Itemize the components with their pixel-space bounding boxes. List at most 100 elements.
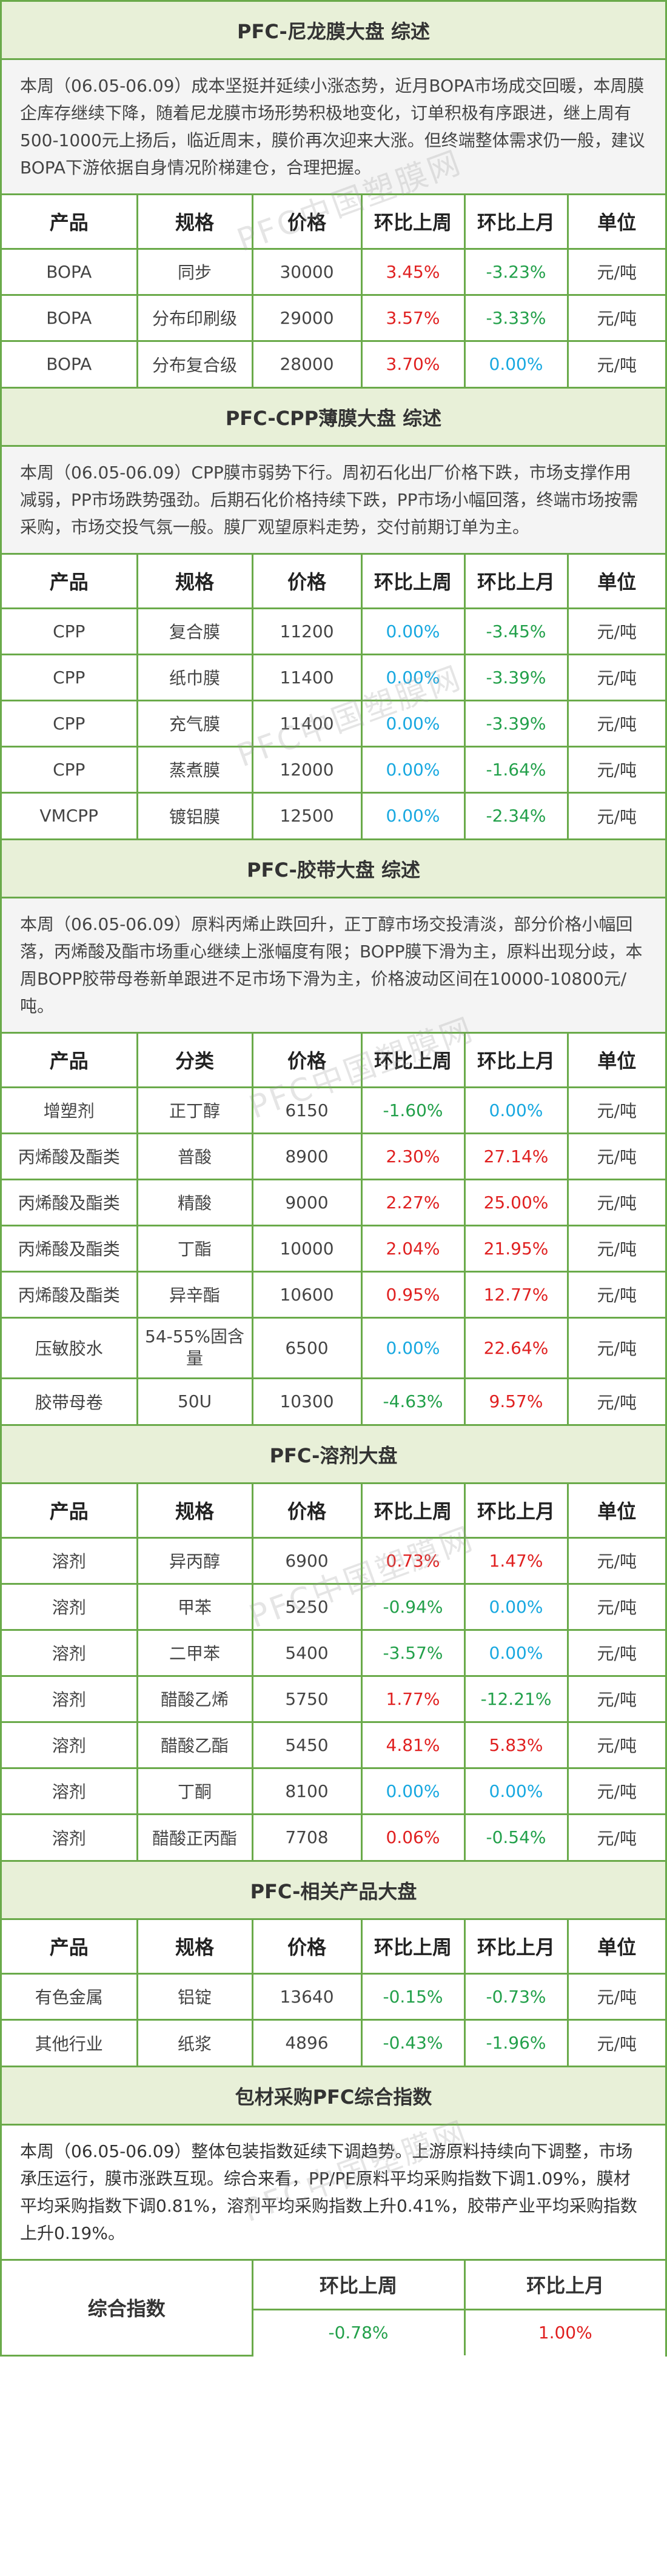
cell-mom: 22.64% xyxy=(463,1316,569,1379)
table-row: 增塑剂 正丁醇 6150 -1.60% 0.00% 元/吨 xyxy=(2,1086,665,1134)
cell-mom: -3.39% xyxy=(463,653,569,701)
cell-mom: -3.33% xyxy=(463,293,569,342)
cell-mom: 0.00% xyxy=(463,1767,569,1815)
cell-spec: 甲苯 xyxy=(136,1582,253,1631)
cell-unit: 元/吨 xyxy=(566,293,665,342)
cell-unit: 元/吨 xyxy=(566,1628,665,1677)
cell-wow: -3.57% xyxy=(360,1628,466,1677)
cell-spec: 醋酸正丙酯 xyxy=(136,1813,253,1860)
table-row: 有色金属 铝锭 13640 -0.15% -0.73% 元/吨 xyxy=(2,1972,665,2021)
cpp-header-col-product: 产品 xyxy=(2,555,138,609)
solvent-header-col-unit: 单位 xyxy=(566,1484,665,1539)
solvent-section: PFC-溶剂大盘 产品 规格 价格 环比上周 环比上月 单位 溶剂 异丙醇 6900 0.73% 1… xyxy=(0,1424,667,1860)
index-mom-value: 1.00% xyxy=(463,2308,665,2355)
cell-spec: 异辛酯 xyxy=(136,1270,253,1319)
cell-spec: 同步 xyxy=(136,247,253,296)
cell-wow: 0.00% xyxy=(360,1767,466,1815)
cell-price: 10000 xyxy=(251,1224,363,1273)
cell-unit: 元/吨 xyxy=(566,340,665,387)
cpp-price-table: 产品 规格 价格 环比上周 环比上月 单位 CPP 复合膜 11200 0.00% -3.45% 元/… xyxy=(2,555,665,838)
table-row: CPP 充气膜 11400 0.00% -3.39% 元/吨 xyxy=(2,699,665,748)
cell-unit: 元/吨 xyxy=(566,2018,665,2066)
nylon-section: PFC-尼龙膜大盘 综述 本周（06.05-06.09）成本坚挺并延续小涨态势，… xyxy=(0,0,667,387)
cell-wow: -4.63% xyxy=(360,1377,466,1424)
cell-price: 6500 xyxy=(251,1316,363,1379)
cell-wow: 4.81% xyxy=(360,1721,466,1769)
cell-wow: 3.57% xyxy=(360,293,466,342)
cell-price: 7708 xyxy=(251,1813,363,1860)
nylon-price-table: 产品 规格 价格 环比上周 环比上月 单位 BOPA 同步 30000 3.45% -3.23% 元/… xyxy=(2,195,665,387)
cell-product: 溶剂 xyxy=(2,1674,138,1723)
nylon-section-title: PFC-尼龙膜大盘 综述 xyxy=(2,2,665,60)
table-row: CPP 纸巾膜 11400 0.00% -3.39% 元/吨 xyxy=(2,653,665,701)
cell-product: 胶带母卷 xyxy=(2,1377,138,1424)
table-row: CPP 复合膜 11200 0.00% -3.45% 元/吨 xyxy=(2,607,665,655)
cpp-header-col-price: 价格 xyxy=(251,555,363,609)
cpp-header-col-wow: 环比上周 xyxy=(360,555,466,609)
cell-mom: -3.45% xyxy=(463,607,569,655)
cell-spec: 50U xyxy=(136,1377,253,1424)
cell-price: 29000 xyxy=(251,293,363,342)
table-row: 丙烯酸及酯类 精酸 9000 2.27% 25.00% 元/吨 xyxy=(2,1178,665,1226)
cell-product: BOPA xyxy=(2,340,138,387)
cell-price: 11400 xyxy=(251,653,363,701)
related-header-row: 产品 规格 价格 环比上周 环比上月 单位 xyxy=(2,1920,665,1975)
cell-spec: 分布印刷级 xyxy=(136,293,253,342)
cell-price: 30000 xyxy=(251,247,363,296)
nylon-header-col-wow: 环比上周 xyxy=(360,195,466,250)
related-header-col-product: 产品 xyxy=(2,1920,138,1975)
cell-wow: 0.95% xyxy=(360,1270,466,1319)
cell-wow: -0.43% xyxy=(360,2018,466,2066)
nylon-header-col-price: 价格 xyxy=(251,195,363,250)
related-header-col-spec: 规格 xyxy=(136,1920,253,1975)
cell-spec: 蒸煮膜 xyxy=(136,745,253,794)
tape-header-col-mom: 环比上月 xyxy=(463,1034,569,1088)
cell-mom: -0.54% xyxy=(463,1813,569,1860)
cell-unit: 元/吨 xyxy=(566,1767,665,1815)
table-row: 其他行业 纸浆 4896 -0.43% -1.96% 元/吨 xyxy=(2,2018,665,2066)
solvent-header-col-price: 价格 xyxy=(251,1484,363,1539)
cell-price: 9000 xyxy=(251,1178,363,1226)
table-row: BOPA 分布复合级 28000 3.70% 0.00% 元/吨 xyxy=(2,340,665,387)
cell-price: 5400 xyxy=(251,1628,363,1677)
cell-spec: 普酸 xyxy=(136,1132,253,1180)
cpp-header-col-spec: 规格 xyxy=(136,555,253,609)
related-header-col-mom: 环比上月 xyxy=(463,1920,569,1975)
cell-mom: 25.00% xyxy=(463,1178,569,1226)
related-header-col-price: 价格 xyxy=(251,1920,363,1975)
cell-unit: 元/吨 xyxy=(566,1316,665,1379)
cell-price: 13640 xyxy=(251,1972,363,2021)
cell-unit: 元/吨 xyxy=(566,1813,665,1860)
solvent-header-col-mom: 环比上月 xyxy=(463,1484,569,1539)
solvent-header-col-product: 产品 xyxy=(2,1484,138,1539)
cell-product: 丙烯酸及酯类 xyxy=(2,1270,138,1319)
solvent-header-col-wow: 环比上周 xyxy=(360,1484,466,1539)
cell-spec: 异丙醇 xyxy=(136,1536,253,1585)
related-header-col-wow: 环比上周 xyxy=(360,1920,466,1975)
tape-header-col-price: 价格 xyxy=(251,1034,363,1088)
related-price-table: 产品 规格 价格 环比上周 环比上月 单位 有色金属 铝锭 13640 -0.15% -0.73% 元… xyxy=(2,1920,665,2066)
cell-wow: 0.00% xyxy=(360,745,466,794)
cell-mom: -2.34% xyxy=(463,791,569,838)
cell-mom: 0.00% xyxy=(463,340,569,387)
cell-wow: 2.27% xyxy=(360,1178,466,1226)
index-section-title: 包材采购PFC综合指数 xyxy=(2,2067,665,2126)
cell-unit: 元/吨 xyxy=(566,1582,665,1631)
cell-spec: 醋酸乙烯 xyxy=(136,1674,253,1723)
cell-spec: 正丁醇 xyxy=(136,1086,253,1134)
tape-section: PFC-胶带大盘 综述 本周（06.05-06.09）原料丙烯止跌回升，正丁醇市… xyxy=(0,838,667,1424)
cell-unit: 元/吨 xyxy=(566,699,665,748)
tape-price-table: 产品 分类 价格 环比上周 环比上月 单位 增塑剂 正丁醇 6150 -1.60% 0.00% 元/吨… xyxy=(2,1034,665,1424)
cpp-header-col-mom: 环比上月 xyxy=(463,555,569,609)
cell-price: 6900 xyxy=(251,1536,363,1585)
cell-spec: 精酸 xyxy=(136,1178,253,1226)
tape-header-col-wow: 环比上周 xyxy=(360,1034,466,1088)
cell-unit: 元/吨 xyxy=(566,1224,665,1273)
table-row: 溶剂 醋酸正丙酯 7708 0.06% -0.54% 元/吨 xyxy=(2,1813,665,1860)
nylon-header-col-mom: 环比上月 xyxy=(463,195,569,250)
cell-mom: -3.39% xyxy=(463,699,569,748)
cell-mom: 0.00% xyxy=(463,1628,569,1677)
tape-header-col-product: 产品 xyxy=(2,1034,138,1088)
cell-product: 增塑剂 xyxy=(2,1086,138,1134)
